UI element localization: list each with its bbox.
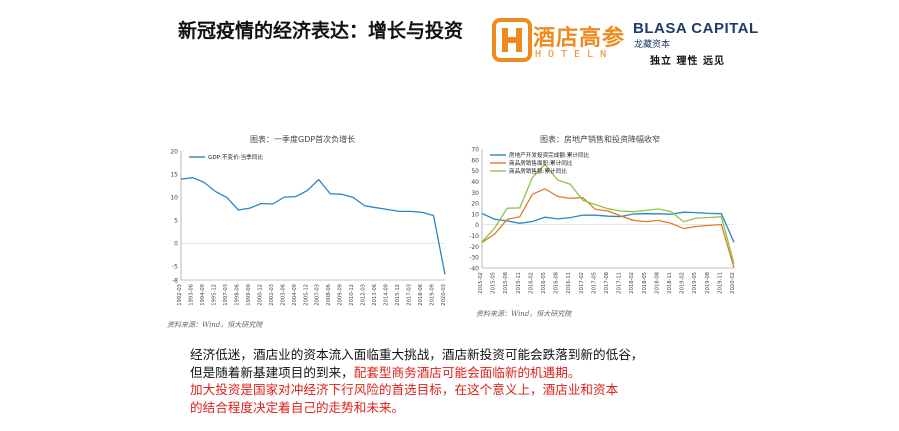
body-line-1: 经济低迷，酒店业的资本流入面临重大挑战，酒店新投资可能会跌落到新的低谷， [190, 347, 644, 362]
x-tick-label: 2018-11 [667, 272, 673, 294]
legend-label: 房地产开发投资完成额:累计同比 [509, 151, 590, 159]
y-tick-label: 50 [471, 168, 479, 175]
y-tick-label: 20 [170, 149, 178, 156]
x-tick-label: 2015-11 [516, 272, 522, 294]
x-tick-label: 2015-12 [395, 284, 401, 306]
hotel-brand-sub: HOTELN [535, 49, 614, 60]
y-tick-label: 10 [170, 195, 178, 202]
x-tick-label: 1999-09 [246, 284, 252, 306]
x-tick-label: 2017-08 [604, 272, 610, 294]
x-tick-label: 2016-11 [566, 272, 572, 294]
x-tick-label: 2016-02 [528, 272, 534, 294]
x-tick-label: 2018-05 [642, 272, 648, 294]
partner-brand-sub: 龙藏资本 [634, 40, 671, 50]
x-tick-label: 1993-06 [188, 284, 194, 306]
x-tick-label: 2020-02 [730, 272, 736, 294]
x-tick-label: 2018-06 [418, 284, 424, 306]
x-tick-label: 2008-06 [326, 284, 332, 306]
body-line-2: 但是随着新基建项目的到来，配套型商务酒店可能会面临新的机遇期。 [190, 364, 750, 382]
x-tick-label: 2020-03 [441, 284, 447, 306]
x-tick-label: 2015-02 [478, 272, 484, 294]
x-tick-label: 2016-05 [541, 272, 547, 294]
x-tick-label: 2017-02 [579, 272, 585, 294]
y-tick-label: -20 [469, 244, 479, 251]
x-tick-label: 2000-12 [257, 284, 263, 306]
legend-label: 商品房销售面积:累计同比 [509, 159, 573, 167]
body-line-2-red: 配套型商务酒店可能会面临新的机遇期。 [353, 364, 581, 380]
series-line-1 [481, 188, 735, 269]
body-line-4: 的结合程度决定着自己的走势和未来。 [190, 399, 405, 415]
chart-title-property: 图表：房地产销售和投资降幅收窄 [540, 135, 660, 144]
y-tick-label: -40 [469, 266, 479, 273]
x-tick-label: 1994-09 [200, 284, 206, 306]
x-tick-label: 1997-03 [223, 284, 229, 306]
x-tick-label: 2015-08 [503, 272, 509, 294]
legend-label: 商品房销售额:累计同比 [509, 167, 567, 175]
x-tick-label: 2017-05 [591, 272, 597, 294]
series-line-2 [481, 163, 735, 264]
x-tick-label: 2019-05 [692, 272, 698, 294]
y-tick-label: 70 [471, 147, 479, 154]
x-tick-label: 2007-03 [315, 284, 321, 306]
hotel-brand-name: 酒店高参 [533, 26, 626, 51]
y-tick-label: 60 [471, 157, 479, 164]
x-tick-label: 2004-09 [292, 284, 298, 306]
x-tick-label: 2016-08 [554, 272, 560, 294]
x-tick-label: 2017-11 [617, 272, 623, 294]
hotel-logo-icon [492, 18, 532, 62]
chart-source-property: 资料来源：Wind，恒大研究院 [476, 310, 572, 318]
y-tick-label: 40 [471, 179, 479, 186]
x-tick-label: 2018-08 [654, 272, 660, 294]
series-line-0 [481, 211, 735, 243]
x-tick-label: 2014-09 [384, 284, 390, 306]
x-tick-label: 2005-12 [303, 284, 309, 306]
partner-brand-name: BLASA CAPITAL [633, 20, 759, 37]
y-tick-label: -10 [469, 233, 479, 240]
body-line-3: 加大投资是国家对冲经济下行风险的首选目标，在这个意义上，酒店业和资本 [190, 382, 619, 397]
x-tick-label: 2010-12 [349, 284, 355, 306]
body-line-2-black: 但是随着新基建项目的到来， [190, 364, 354, 380]
y-tick-label: 0 [475, 222, 479, 229]
y-tick-label: -8 [172, 278, 178, 285]
x-tick-label: 2015-05 [491, 272, 497, 294]
x-tick-label: 2019-08 [705, 272, 711, 294]
chart-title-gdp: 图表：一季度GDP首次负增长 [250, 135, 356, 144]
y-tick-label: 20 [471, 201, 479, 208]
x-tick-label: 2002-03 [269, 284, 275, 306]
x-tick-label: 2012-03 [361, 284, 367, 306]
y-tick-label: 30 [471, 190, 479, 197]
legend-label: GDP:不变价:当季同比 [208, 153, 263, 161]
x-tick-label: 1992-03 [177, 284, 183, 306]
x-tick-label: 2009-09 [338, 284, 344, 306]
x-tick-label: 2017-03 [407, 284, 413, 306]
x-tick-label: 1998-06 [234, 284, 240, 306]
partner-motto: 独立 理性 远见 [650, 56, 725, 67]
x-tick-label: 2013-06 [372, 284, 378, 306]
x-tick-label: 2019-09 [430, 284, 436, 306]
y-tick-label: 5 [174, 218, 178, 225]
body-paragraph: 经济低迷，酒店业的资本流入面临重大挑战，酒店新投资可能会跌落到新的低谷， 但是随… [190, 346, 750, 416]
y-tick-label: 15 [170, 172, 178, 179]
x-tick-label: 2019-02 [680, 272, 686, 294]
chart-source-gdp: 资料来源：Wind，恒大研究院 [167, 321, 263, 329]
slide-title: 新冠疫情的经济表达：增长与投资 [178, 20, 464, 42]
series-line-0 [180, 177, 446, 275]
y-tick-label: -30 [469, 255, 479, 262]
x-tick-label: 2019-11 [717, 272, 723, 294]
x-tick-label: 1995-12 [211, 284, 217, 306]
y-tick-label: -5 [172, 264, 178, 271]
y-tick-label: 10 [471, 211, 479, 218]
y-tick-label: 0 [174, 241, 178, 248]
x-tick-label: 2003-06 [280, 284, 286, 306]
x-tick-label: 2018-02 [629, 272, 635, 294]
